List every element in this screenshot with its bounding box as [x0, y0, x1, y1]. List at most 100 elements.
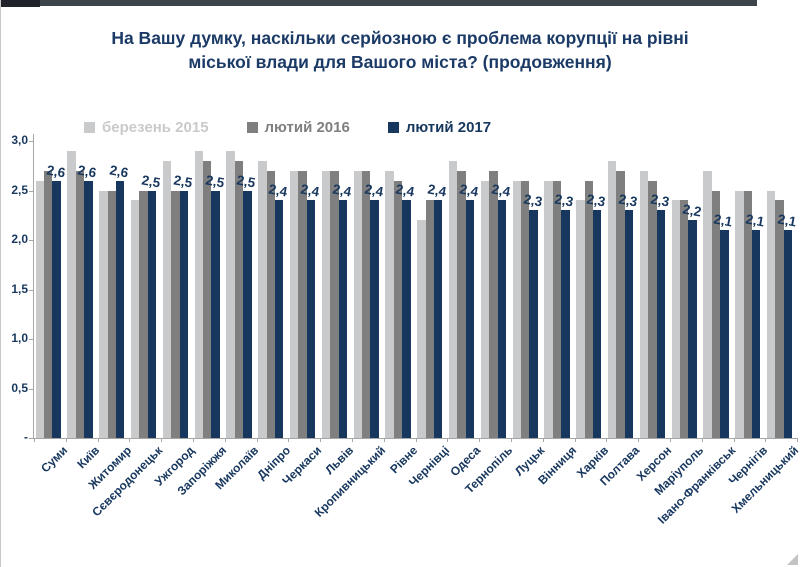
bar-feb-2017: [370, 200, 379, 438]
y-axis-label: 1,5: [11, 281, 28, 296]
legend-label-feb-2017: лютий 2017: [405, 119, 492, 136]
bar-march-2015: [767, 190, 776, 438]
bar-march-2015: [194, 150, 203, 438]
bar-feb-2016: [648, 180, 657, 438]
bar-feb-2016: [743, 190, 752, 438]
bar-march-2015: [639, 170, 649, 438]
x-axis-tick: [193, 438, 194, 442]
x-axis-tick: [161, 438, 163, 442]
bar-feb-2016: [44, 170, 53, 438]
bar-feb-2017: [275, 200, 284, 438]
y-axis-tick: [29, 289, 33, 291]
bar-feb-2017: [402, 200, 411, 438]
chart-title-line1: На Вашу думку, наскільки серйозною є про…: [111, 28, 689, 48]
bar-feb-2016: [521, 180, 530, 438]
bar-feb-2016: [457, 170, 466, 438]
y-axis-label: -: [24, 430, 28, 444]
bar-march-2015: [449, 160, 458, 438]
y-axis-label: 2,5: [11, 182, 28, 197]
x-axis-tick: [733, 438, 735, 442]
bar-feb-2016: [139, 190, 148, 438]
bar-feb-2016: [298, 170, 307, 438]
x-axis-tick: [97, 438, 99, 442]
bar-feb-2017: [720, 230, 729, 438]
x-axis-tick: [701, 438, 703, 442]
bar-march-2015: [480, 180, 490, 438]
bar-feb-2017: [465, 200, 475, 438]
x-axis-tick: [511, 438, 512, 442]
bar-march-2015: [608, 160, 617, 438]
bar-feb-2017: [656, 210, 665, 438]
bar-march-2015: [99, 190, 108, 438]
bar-feb-2017: [179, 190, 188, 438]
bar-feb-2016: [552, 180, 562, 438]
x-axis-tick: [479, 438, 481, 442]
bar-feb-2016: [203, 160, 212, 438]
y-axis-tick: [29, 339, 33, 340]
bar-feb-2017: [52, 180, 61, 438]
x-axis-tick: [447, 438, 449, 442]
y-axis-label: 1,0: [11, 331, 28, 345]
bar-feb-2017: [783, 230, 793, 438]
window-top-strip-left-segment: [0, 0, 40, 7]
x-axis-tick: [224, 438, 226, 442]
bar-march-2015: [417, 220, 426, 438]
bar-feb-2017: [561, 210, 570, 438]
x-axis-tick: [415, 438, 417, 442]
x-axis-line: [33, 438, 798, 439]
bar-march-2015: [226, 150, 235, 438]
y-axis-label: 2,0: [11, 232, 28, 246]
bar-feb-2017: [147, 190, 157, 438]
bar-march-2015: [703, 170, 712, 438]
y-axis-tick: [29, 438, 33, 439]
x-axis-tick: [352, 438, 353, 442]
bar-march-2015: [131, 200, 140, 438]
x-axis-tick: [288, 438, 290, 442]
legend-swatch-feb-2017: [387, 122, 399, 133]
legend-swatch-march-2015: [84, 122, 95, 133]
bar-march-2015: [35, 180, 44, 438]
y-axis-tick: [29, 141, 33, 142]
bar-march-2015: [576, 200, 585, 438]
bar-march-2015: [385, 170, 394, 438]
bar-march-2015: [735, 190, 744, 438]
x-axis-tick: [34, 438, 35, 442]
bar-feb-2016: [171, 190, 180, 438]
bar-feb-2017: [624, 210, 634, 438]
bar-feb-2016: [616, 170, 625, 438]
chart-legend: березень 2015 лютий 2016 лютий 2017: [84, 119, 491, 136]
legend-swatch-feb-2016: [246, 122, 258, 133]
bar-feb-2017: [338, 200, 347, 438]
x-axis-tick: [574, 438, 576, 442]
bar-feb-2016: [107, 190, 116, 438]
x-axis-tick: [129, 438, 131, 442]
bar-feb-2016: [234, 160, 244, 438]
x-axis-tick: [670, 438, 671, 442]
legend-item-feb-2016: лютий 2016: [246, 119, 350, 136]
bar-feb-2017: [84, 180, 93, 438]
bar-march-2015: [512, 180, 521, 438]
legend-item-feb-2017: лютий 2017: [387, 119, 492, 136]
bar-feb-2016: [489, 170, 498, 438]
bar-march-2015: [544, 180, 553, 438]
bar-feb-2016: [775, 200, 784, 438]
bar-feb-2017: [243, 190, 252, 438]
bar-feb-2017: [593, 210, 602, 438]
bar-feb-2016: [75, 170, 85, 438]
bar-feb-2017: [497, 200, 506, 438]
bar-feb-2017: [116, 180, 125, 438]
bar-feb-2017: [752, 230, 761, 438]
chart-title-line2: міської влади для Вашого міста? (продовж…: [188, 52, 612, 72]
legend-item-march-2015: березень 2015: [84, 119, 209, 136]
x-axis-tick: [256, 438, 258, 442]
x-axis-tick: [638, 438, 640, 442]
bar-feb-2017: [434, 200, 443, 438]
bar-march-2015: [671, 200, 680, 438]
x-axis-tick: [65, 438, 67, 442]
plot-area: 3,0 2,5 2,0 1,5 1,0 0,5-2,6 Суми 2,6 Київ 2,6 Жито…: [11, 133, 800, 527]
bar-feb-2016: [584, 180, 593, 438]
bar-value-label: 2,6: [108, 162, 130, 181]
bar-march-2015: [67, 150, 76, 438]
bar-feb-2017: [306, 200, 316, 438]
